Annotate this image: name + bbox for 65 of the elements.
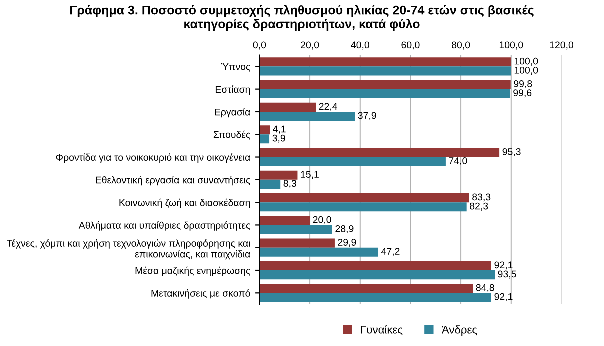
data-label: 93,5 <box>498 270 516 279</box>
y-tick-label: Μέσα μαζικής ενημέρωσης <box>136 266 250 276</box>
data-label: 99,8 <box>514 80 532 89</box>
data-label: 28,9 <box>336 225 354 234</box>
bar <box>260 293 492 302</box>
bar <box>260 112 356 122</box>
y-tick-label: Εθελοντική εργασία και συναντήσεις <box>96 176 250 186</box>
bar <box>260 202 467 212</box>
x-tick-label: 120,0 <box>550 42 574 50</box>
legend-label: Άνδρες <box>442 326 478 336</box>
bar <box>260 180 281 189</box>
y-tick-label: Κοινωνική ζωή και διασκέδαση <box>120 198 250 208</box>
x-tick-label: 80,0 <box>452 42 470 50</box>
bar <box>260 148 500 158</box>
y-tick-label: Εργασία <box>215 108 250 118</box>
bar <box>260 157 446 166</box>
data-label: 3,9 <box>272 134 286 143</box>
x-tick-label: 60,0 <box>402 42 420 50</box>
y-tick-label: Εστίαση <box>216 86 250 96</box>
data-label: 100,0 <box>514 58 538 66</box>
data-label: 92,1 <box>494 293 513 302</box>
bar <box>260 194 470 203</box>
data-label: 47,2 <box>382 248 400 256</box>
y-tick-label: Μετακινήσεις με σκοπό <box>152 289 250 299</box>
bar <box>260 270 496 280</box>
chart-title: Γράφημα 3. Ποσοστό συμμετοχής πληθυσμού ηλικίας 20-74 ετών στις βασικές κατηγορίες δραστηριοτήτων, κατά φύλο <box>70 5 534 32</box>
y-tick-label: Ύπνος <box>221 63 250 72</box>
bar <box>260 126 270 135</box>
x-tick-label: 100,0 <box>500 42 524 50</box>
legend-label: Γυναίκες <box>361 325 403 336</box>
data-label: 29,9 <box>338 239 356 248</box>
bar <box>260 248 379 257</box>
bar <box>260 80 511 90</box>
y-tick-label: Αθλήματα και υπαίθριες δραστηριότητες <box>78 222 250 231</box>
data-label: 92,1 <box>494 262 513 270</box>
data-label: 8,3 <box>284 180 296 188</box>
data-label: 83,3 <box>472 194 491 202</box>
bar <box>260 102 316 112</box>
bar <box>260 225 332 234</box>
data-label: 20,0 <box>313 216 332 224</box>
bar <box>260 238 335 248</box>
data-label: 99,6 <box>514 90 532 98</box>
data-label: 22,4 <box>319 103 338 112</box>
y-tick-label: Τέχνες, χόμπι και χρήση τεχνολογιών πληροφόρησης και επικοινωνίας, και παιχνίδια <box>6 240 250 260</box>
data-label: 95,3 <box>502 148 521 156</box>
bar <box>260 66 512 76</box>
y-tick-label: Φροντίδα για το νοικοκυριό και την οικογένεια <box>56 154 250 163</box>
bar <box>260 284 474 294</box>
bar <box>260 170 298 180</box>
bar <box>260 58 512 67</box>
data-label: 15,1 <box>301 171 319 180</box>
data-label: 74,0 <box>449 158 468 166</box>
x-tick-label: 20,0 <box>301 42 320 50</box>
bar <box>260 89 510 98</box>
data-label: 84,8 <box>476 284 494 292</box>
bar <box>260 216 310 226</box>
y-tick-label: Σπουδές <box>214 130 250 140</box>
x-tick-label: 0,0 <box>253 42 266 50</box>
data-label: 37,9 <box>358 112 376 120</box>
bar <box>260 134 270 144</box>
bar <box>260 261 492 271</box>
data-label: 82,3 <box>470 202 488 211</box>
data-label: 100,0 <box>514 66 538 75</box>
data-label: 4,1 <box>273 126 286 134</box>
x-tick-label: 40,0 <box>351 42 370 50</box>
